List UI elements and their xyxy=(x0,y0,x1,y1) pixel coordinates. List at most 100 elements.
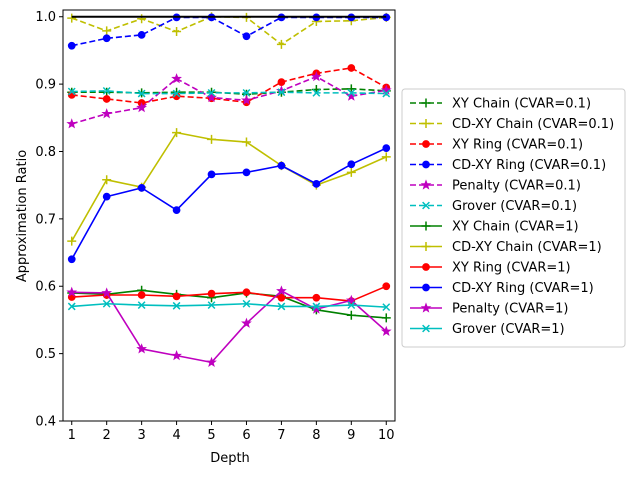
data-point xyxy=(101,108,113,119)
data-point xyxy=(277,302,286,311)
series-line xyxy=(71,75,387,125)
data-point xyxy=(207,88,216,97)
series-1 xyxy=(67,84,391,99)
data-point xyxy=(67,13,77,23)
data-point xyxy=(311,303,322,314)
data-point xyxy=(312,88,321,97)
data-point xyxy=(172,301,181,310)
data-point xyxy=(137,291,146,299)
data-point xyxy=(241,137,251,147)
series-3 xyxy=(67,64,391,107)
plot-area xyxy=(66,12,392,367)
data-point xyxy=(172,292,181,301)
data-point xyxy=(345,90,357,101)
data-point xyxy=(277,161,286,170)
x-axis-label: Depth xyxy=(210,451,250,466)
legend-label: Grover (CVAR=1) xyxy=(452,322,565,337)
data-point xyxy=(241,317,252,328)
data-point xyxy=(207,301,216,310)
data-point xyxy=(101,287,113,298)
data-point xyxy=(380,325,392,336)
series-line xyxy=(71,67,387,104)
legend: XY Chain (CVAR=0.1) CD-XY Chain (CVAR=0.1… xyxy=(401,88,626,348)
data-point xyxy=(312,293,321,302)
data-point xyxy=(382,282,391,291)
data-point xyxy=(172,128,182,138)
legend-entry: Grover (CVAR=1) xyxy=(410,322,565,337)
data-point xyxy=(345,294,357,305)
data-point xyxy=(102,175,112,185)
data-point xyxy=(102,34,111,43)
data-point xyxy=(277,293,286,302)
data-point xyxy=(171,349,182,361)
legend-marker xyxy=(422,263,430,271)
series-4 xyxy=(67,13,391,50)
x-tick-label: 2 xyxy=(103,428,111,443)
x-tick-label: 3 xyxy=(137,428,145,443)
data-point xyxy=(137,184,146,192)
legend-marker xyxy=(422,283,430,292)
y-tick-label: 0.7 xyxy=(35,212,56,227)
data-point xyxy=(172,206,181,214)
y-tick-label: 0.8 xyxy=(35,145,56,160)
series-line xyxy=(71,302,387,308)
series-line xyxy=(71,285,387,302)
data-point xyxy=(207,134,217,144)
legend-label: Penalty (CVAR=0.1) xyxy=(452,179,581,194)
series-10 xyxy=(67,144,391,264)
data-point xyxy=(67,236,77,246)
data-point xyxy=(102,192,111,201)
data-point xyxy=(67,41,76,50)
data-point xyxy=(380,84,392,95)
legend-entry: CD-XY Chain (CVAR=0.1) xyxy=(410,117,614,132)
data-point xyxy=(102,86,111,95)
data-point xyxy=(241,94,252,105)
data-point xyxy=(346,167,356,177)
y-tick-label: 0.5 xyxy=(35,347,56,362)
data-point xyxy=(382,303,391,312)
legend-entry: CD-XY Ring (CVAR=1) xyxy=(410,281,594,296)
x-tick-label: 8 xyxy=(312,428,320,443)
legend-entry: XY Chain (CVAR=1) xyxy=(410,220,579,235)
legend-label: CD-XY Ring (CVAR=1) xyxy=(452,281,594,296)
legend-entry: CD-XY Chain (CVAR=1) xyxy=(410,240,602,255)
legend-label: XY Chain (CVAR=0.1) xyxy=(452,97,591,112)
legend-marker xyxy=(421,242,431,251)
legend-entry: XY Ring (CVAR=0.1) xyxy=(410,138,583,153)
legend-marker xyxy=(420,179,432,190)
data-point xyxy=(67,302,76,311)
data-point xyxy=(171,73,182,84)
series-line xyxy=(71,90,387,95)
y-tick-label: 1.0 xyxy=(35,10,56,25)
legend-marker xyxy=(422,324,430,333)
data-point xyxy=(277,78,286,86)
legend-label: XY Chain (CVAR=1) xyxy=(452,220,579,235)
data-point xyxy=(311,71,322,82)
series-5 xyxy=(66,71,392,129)
legend-box xyxy=(401,88,626,348)
x-tick-label: 7 xyxy=(277,428,285,443)
legend-marker xyxy=(422,140,430,148)
data-point xyxy=(66,286,78,297)
x-tick-label: 10 xyxy=(378,428,395,443)
data-point xyxy=(102,299,111,308)
data-point xyxy=(206,356,217,367)
data-point xyxy=(312,302,321,311)
legend-marker xyxy=(421,119,431,128)
data-point xyxy=(242,288,251,297)
data-point xyxy=(136,343,147,354)
data-point xyxy=(137,31,146,39)
data-point xyxy=(347,160,356,169)
series-6 xyxy=(67,86,391,98)
legend-label: CD-XY Chain (CVAR=1) xyxy=(452,240,602,255)
data-point xyxy=(382,144,391,152)
y-axis-label: Approximation Ratio xyxy=(15,150,30,282)
legend-marker xyxy=(422,201,430,210)
data-point xyxy=(381,152,391,162)
x-tick-label: 9 xyxy=(347,428,355,443)
x-tick-label: 4 xyxy=(172,428,180,443)
legend-label: Grover (CVAR=0.1) xyxy=(452,199,577,214)
data-point xyxy=(136,102,147,113)
data-point xyxy=(66,118,78,129)
